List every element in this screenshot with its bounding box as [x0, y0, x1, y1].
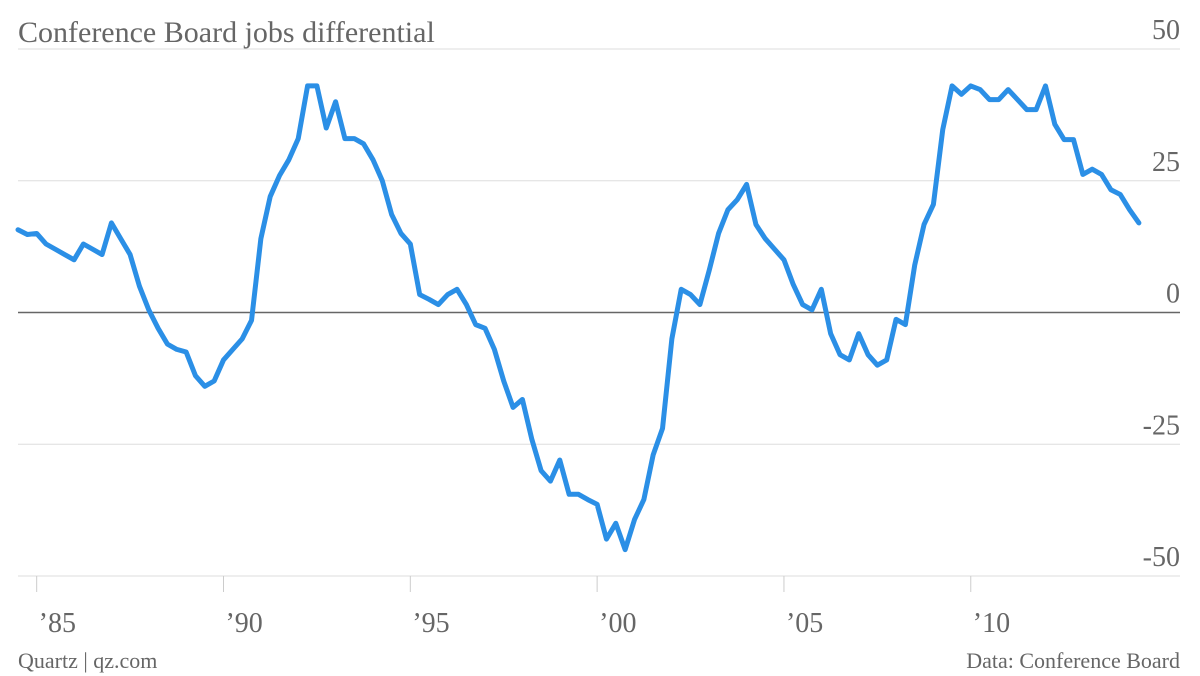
x-tick-label: ’90: [225, 608, 262, 639]
x-tick-label: ’95: [412, 608, 449, 639]
x-tick-label: ’00: [599, 608, 636, 639]
x-tick-label: ’05: [786, 608, 823, 639]
y-tick-label: -50: [1143, 542, 1180, 573]
y-tick-label: 0: [1166, 279, 1180, 310]
y-tick-label: 50: [1152, 15, 1180, 46]
source: Data: Conference Board: [966, 648, 1180, 673]
chart-title: Conference Board jobs differential: [18, 16, 435, 49]
x-tick-label: ’85: [39, 608, 76, 639]
credit: Quartz | qz.com: [18, 648, 157, 673]
y-tick-label: -25: [1143, 410, 1180, 441]
y-tick-label: 25: [1152, 147, 1180, 178]
data-line: [15, 83, 1142, 553]
x-tick-label: ’10: [973, 608, 1010, 639]
